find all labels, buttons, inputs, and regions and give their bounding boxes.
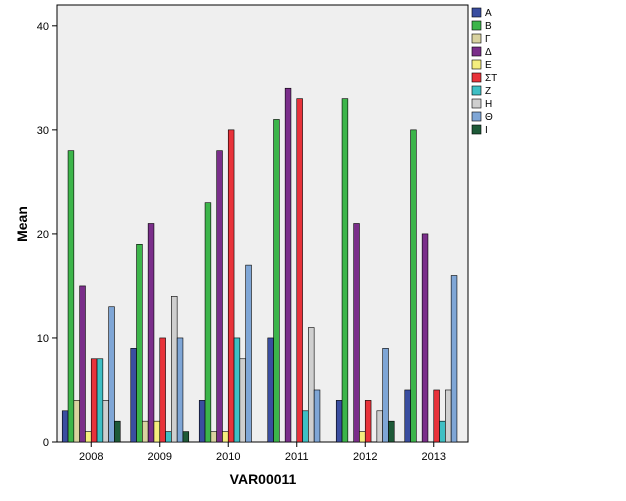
x-axis: 2008 2009 2010 2011 2012 2013 [79, 442, 446, 463]
bar [61, 410, 69, 443]
bar [382, 348, 389, 443]
x-tick-label: 2009 [148, 451, 172, 463]
bar [147, 223, 155, 443]
plot-area [56, 4, 469, 443]
bar [433, 389, 440, 443]
bar [222, 431, 229, 443]
legend-swatch [471, 20, 482, 31]
bar [341, 98, 349, 443]
bar [376, 410, 383, 443]
bar [153, 420, 161, 443]
bar [67, 150, 75, 443]
bar [245, 264, 252, 443]
bar [210, 431, 217, 443]
bar [165, 431, 172, 443]
bar [388, 420, 395, 443]
y-tick-label: 30 [37, 125, 49, 137]
legend-label: Θ [485, 112, 493, 123]
bar [216, 150, 223, 443]
bar [182, 431, 190, 443]
bar [267, 337, 274, 443]
bar [239, 358, 246, 443]
legend-swatch [471, 111, 482, 122]
bar [159, 337, 166, 443]
bar [142, 420, 149, 443]
legend-swatch [471, 98, 482, 109]
legend-label: Ε [485, 60, 492, 71]
legend-swatch [471, 46, 482, 57]
bar [313, 389, 321, 443]
bar [284, 87, 292, 443]
x-tick-label: 2010 [216, 451, 240, 463]
x-tick-label: 2008 [79, 451, 103, 463]
y-tick-label: 0 [43, 437, 49, 449]
x-axis-title: VAR00011 [230, 471, 297, 487]
x-tick-label: 2012 [353, 451, 377, 463]
bar [108, 306, 115, 443]
bar [90, 358, 98, 443]
bar [364, 400, 372, 443]
bar [439, 420, 446, 443]
legend-label: Γ [485, 34, 491, 45]
bar [273, 119, 280, 443]
bar [114, 420, 121, 443]
bar [130, 348, 137, 443]
legend-swatch [471, 7, 482, 18]
bar [308, 327, 315, 443]
bar [445, 389, 452, 443]
y-axis-title: Mean [14, 206, 30, 242]
y-axis: 0 10 20 30 40 [37, 21, 57, 449]
legend-swatch [471, 85, 482, 96]
bar [335, 400, 343, 443]
bar [85, 431, 92, 443]
legend-label: ΣΤ [485, 73, 497, 84]
bar [359, 431, 366, 443]
y-tick-label: 40 [37, 21, 49, 33]
x-tick-label: 2011 [285, 451, 309, 463]
legend-label: Η [485, 99, 492, 110]
bars-group [61, 87, 458, 443]
bar [233, 337, 241, 443]
legend-swatch [471, 72, 482, 83]
bar [171, 296, 178, 443]
bar [450, 275, 458, 443]
legend-swatch [471, 33, 482, 44]
bar [102, 400, 109, 443]
y-tick-label: 10 [37, 333, 49, 345]
bar [296, 98, 303, 443]
bar [136, 244, 143, 443]
bar [73, 400, 80, 443]
legend-label: Α [485, 8, 492, 19]
legend-label: Ζ [485, 86, 491, 97]
legend-label: Β [485, 21, 492, 32]
x-tick-label: 2013 [422, 451, 446, 463]
bar [302, 410, 309, 443]
bar [176, 337, 184, 443]
bar [96, 358, 104, 443]
bar [79, 285, 86, 443]
bar [353, 223, 360, 443]
y-tick-label: 20 [37, 229, 49, 241]
bar [421, 233, 429, 443]
bar [404, 389, 411, 443]
bar [198, 400, 206, 443]
bar [227, 129, 235, 443]
legend-swatch [471, 124, 482, 135]
legend-label: Δ [485, 47, 492, 58]
legend-label: Ι [485, 125, 488, 136]
bar [410, 129, 417, 443]
legend-swatch [471, 59, 482, 70]
bar [204, 202, 212, 443]
